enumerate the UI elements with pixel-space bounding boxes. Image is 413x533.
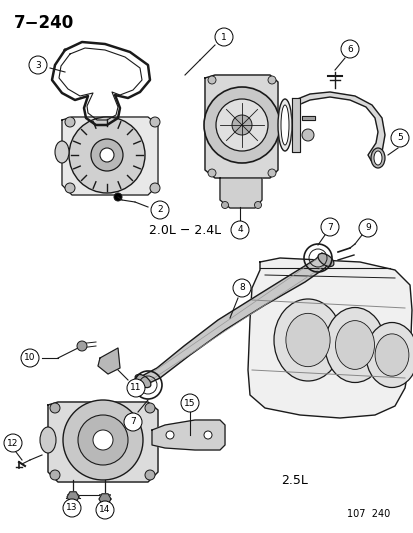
Text: 7: 7 [326, 222, 332, 231]
Polygon shape [67, 492, 79, 502]
Circle shape [207, 76, 216, 84]
Circle shape [63, 499, 81, 517]
Polygon shape [294, 92, 384, 162]
Text: 107  240: 107 240 [346, 509, 389, 519]
Polygon shape [301, 116, 314, 120]
Ellipse shape [135, 374, 151, 387]
Polygon shape [152, 420, 224, 450]
Circle shape [114, 193, 122, 201]
Circle shape [320, 218, 338, 236]
Ellipse shape [373, 151, 381, 165]
Polygon shape [204, 75, 277, 178]
Ellipse shape [280, 105, 288, 145]
Text: 15: 15 [184, 399, 195, 408]
Polygon shape [98, 348, 120, 374]
Circle shape [221, 201, 228, 208]
Circle shape [93, 430, 113, 450]
Circle shape [267, 76, 275, 84]
Circle shape [124, 413, 142, 431]
Ellipse shape [277, 99, 291, 151]
Circle shape [216, 99, 267, 151]
Text: 4: 4 [237, 225, 242, 235]
Polygon shape [48, 402, 158, 482]
Text: 7−240: 7−240 [14, 14, 74, 32]
Circle shape [50, 470, 60, 480]
Text: 10: 10 [24, 353, 36, 362]
Circle shape [166, 431, 173, 439]
Circle shape [231, 115, 252, 135]
Polygon shape [247, 258, 411, 418]
Polygon shape [99, 494, 111, 504]
Circle shape [21, 349, 39, 367]
Text: 2.5L: 2.5L [281, 473, 308, 487]
Ellipse shape [335, 321, 374, 369]
Circle shape [77, 341, 87, 351]
Ellipse shape [324, 308, 384, 383]
Circle shape [180, 394, 199, 412]
Text: 11: 11 [130, 384, 141, 392]
Circle shape [340, 40, 358, 58]
Ellipse shape [285, 313, 329, 367]
Circle shape [4, 434, 22, 452]
Text: 7: 7 [130, 417, 135, 426]
Circle shape [50, 403, 60, 413]
Circle shape [65, 117, 75, 127]
Circle shape [204, 87, 279, 163]
Circle shape [96, 501, 114, 519]
Ellipse shape [40, 427, 56, 453]
Polygon shape [291, 98, 299, 152]
Text: 6: 6 [346, 44, 352, 53]
Circle shape [91, 139, 123, 171]
Circle shape [65, 183, 75, 193]
Circle shape [145, 470, 154, 480]
Ellipse shape [273, 299, 341, 381]
Circle shape [267, 169, 275, 177]
Text: 2.0L − 2.4L: 2.0L − 2.4L [149, 223, 221, 237]
Text: 1: 1 [221, 33, 226, 42]
Circle shape [127, 379, 145, 397]
Circle shape [207, 169, 216, 177]
Circle shape [214, 28, 233, 46]
Circle shape [63, 400, 142, 480]
Circle shape [254, 201, 261, 208]
Ellipse shape [374, 334, 408, 376]
Polygon shape [219, 178, 261, 208]
Circle shape [78, 415, 128, 465]
Polygon shape [62, 117, 158, 195]
Text: 13: 13 [66, 504, 78, 513]
Ellipse shape [55, 141, 69, 163]
Text: 12: 12 [7, 439, 19, 448]
Circle shape [390, 129, 408, 147]
Ellipse shape [317, 253, 333, 266]
Circle shape [150, 183, 159, 193]
Circle shape [69, 117, 145, 193]
Circle shape [29, 56, 47, 74]
Circle shape [301, 129, 313, 141]
Circle shape [358, 219, 376, 237]
Circle shape [230, 221, 248, 239]
Ellipse shape [365, 322, 413, 387]
Ellipse shape [370, 148, 384, 168]
Text: 5: 5 [396, 133, 402, 142]
Text: 3: 3 [35, 61, 41, 69]
Text: 2: 2 [157, 206, 162, 214]
Polygon shape [140, 253, 329, 385]
Circle shape [145, 403, 154, 413]
Circle shape [100, 148, 114, 162]
Text: 8: 8 [239, 284, 244, 293]
Circle shape [233, 279, 250, 297]
Circle shape [204, 431, 211, 439]
Text: 9: 9 [364, 223, 370, 232]
Text: 14: 14 [99, 505, 110, 514]
Circle shape [151, 201, 169, 219]
Circle shape [150, 117, 159, 127]
